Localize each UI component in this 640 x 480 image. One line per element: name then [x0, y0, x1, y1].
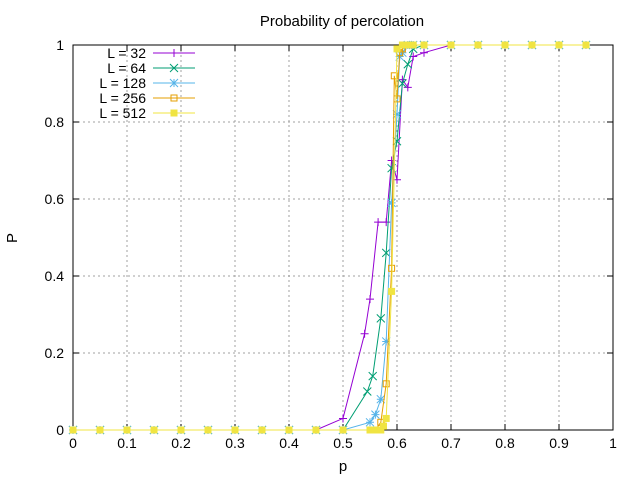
data-point: [376, 394, 386, 404]
legend-item: L = 64: [107, 60, 195, 76]
data-point: [258, 426, 266, 434]
series-line: [73, 44, 586, 431]
data-point: [392, 109, 402, 119]
x-tick-label: 0.6: [387, 435, 407, 451]
series-layer: [68, 40, 591, 435]
series-2: [68, 40, 591, 435]
plot-frame: [72, 44, 614, 431]
chart-title: Probability of percolation: [260, 13, 424, 30]
data-point: [381, 248, 391, 258]
x-tick-label: 0.3: [225, 435, 245, 451]
series-1: [69, 41, 590, 434]
legend-marker: [170, 94, 178, 102]
data-point: [312, 426, 320, 434]
legend-item: L = 128: [99, 75, 195, 91]
data-point: [382, 414, 390, 422]
data-point: [420, 41, 428, 49]
data-point: [393, 95, 401, 103]
legend-marker: [170, 49, 178, 57]
x-tick-label: 1: [609, 435, 617, 451]
data-point: [96, 426, 104, 434]
data-point: [376, 313, 386, 323]
x-tick-label: 0: [69, 435, 77, 451]
data-point: [69, 426, 77, 434]
legend-label: L = 128: [99, 75, 146, 91]
x-tick-label: 0.8: [495, 435, 515, 451]
data-point: [474, 41, 482, 49]
data-point: [501, 41, 509, 49]
data-point: [528, 41, 536, 49]
data-point: [339, 414, 347, 423]
data-point: [231, 426, 239, 434]
y-tick-label: 0.6: [45, 191, 65, 207]
tick-layer: 0 0.1 0.2 0.3 0.4 0.5 0.6 0.7 0.8 0.9 1 0 0.2 0.4 0.6 0…: [45, 37, 618, 451]
x-tick-label: 0.2: [171, 435, 191, 451]
series-line: [73, 44, 586, 431]
y-tick-label: 0: [56, 422, 64, 438]
data-point: [387, 198, 396, 208]
data-point: [374, 218, 383, 227]
data-point: [360, 329, 369, 338]
data-point: [392, 136, 402, 146]
legend-label: L = 512: [99, 105, 146, 121]
x-axis-label: p: [339, 458, 347, 475]
data-point: [150, 426, 158, 434]
legend-label: L = 32: [107, 45, 146, 61]
data-point: [381, 337, 391, 346]
data-point: [382, 380, 390, 388]
data-point: [409, 41, 417, 49]
y-tick-label: 0.2: [45, 345, 65, 361]
series-line: [73, 44, 586, 431]
data-point: [177, 426, 185, 434]
data-point: [366, 295, 374, 304]
data-point: [582, 41, 590, 49]
data-point: [382, 218, 391, 227]
data-point: [380, 422, 387, 430]
data-point: [371, 410, 380, 419]
legend-item: L = 32: [107, 45, 195, 61]
data-point: [285, 426, 293, 434]
data-point: [555, 41, 563, 49]
x-tick-label: 0.7: [441, 435, 461, 451]
legend-item: L = 256: [99, 90, 195, 106]
data-point: [368, 371, 378, 381]
data-point: [123, 426, 131, 434]
data-point: [365, 417, 375, 427]
data-point: [388, 287, 396, 295]
data-point: [420, 48, 428, 57]
x-tick-label: 0.4: [279, 435, 299, 451]
x-tick-label: 0.9: [549, 435, 569, 451]
legend-marker: [169, 78, 179, 88]
data-point: [403, 83, 412, 92]
y-tick-label: 1: [56, 37, 64, 53]
series-4: [69, 41, 590, 434]
legend-label: L = 256: [99, 90, 146, 106]
data-point: [447, 41, 455, 49]
series-5: [69, 41, 590, 434]
legend-label: L = 64: [107, 60, 146, 76]
y-tick-label: 0.4: [45, 268, 65, 284]
data-point: [403, 59, 413, 69]
y-axis-label: P: [4, 233, 21, 243]
series-3: [68, 40, 591, 435]
grid-layer: [73, 45, 613, 430]
x-tick-label: 0.5: [333, 435, 353, 451]
data-point: [362, 387, 372, 396]
data-point: [390, 72, 398, 80]
legend-item: L = 512: [99, 105, 195, 121]
series-line: [73, 44, 586, 431]
data-point: [398, 79, 407, 88]
data-point: [393, 45, 401, 53]
x-tick-label: 0.1: [117, 435, 137, 451]
series-line: [73, 44, 586, 431]
legend-marker: [170, 109, 178, 117]
data-point: [339, 426, 347, 434]
data-point: [204, 426, 212, 434]
legend-marker: [169, 63, 179, 73]
y-tick-label: 0.8: [45, 114, 65, 130]
